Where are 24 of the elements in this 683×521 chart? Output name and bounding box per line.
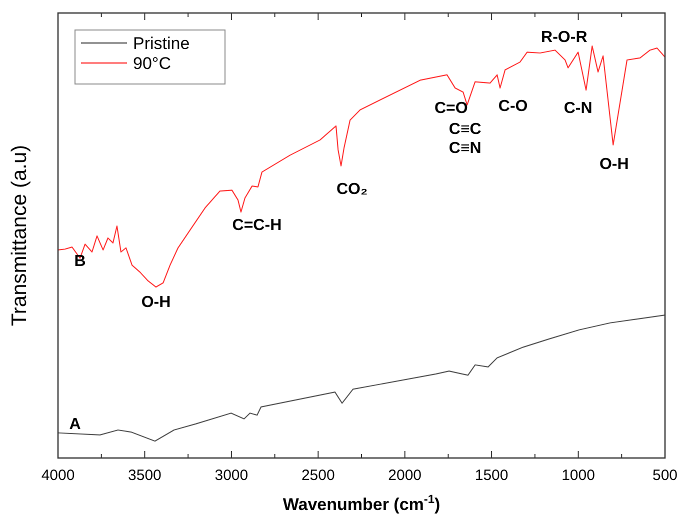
annotation: A (69, 416, 82, 433)
x-tick-label: 2000 (388, 467, 422, 484)
annotation: C≡N (448, 140, 482, 157)
annotation: B (74, 252, 86, 270)
annotation: C≡C (448, 120, 482, 138)
x-tick-label: 3000 (214, 467, 248, 484)
annotation: O-H (141, 294, 171, 312)
annotation: C-O (498, 98, 528, 116)
annotation: CO₂ (336, 180, 368, 198)
y-axis-title: Transmittance (a.u) (8, 144, 31, 326)
x-tick-label: 1000 (562, 467, 595, 484)
x-axis-title: Wavenumber (cm$^{-1}$) (282, 492, 440, 514)
x-tick-label: 1500 (474, 467, 508, 484)
x-tick-label: 2500 (301, 467, 335, 484)
x-tick-label: 500 (652, 467, 678, 484)
annotation: C-N (564, 100, 592, 118)
x-tick-label: 3500 (128, 467, 162, 484)
legend-label: Pristine (133, 34, 190, 53)
x-tick-label: 4000 (41, 467, 75, 484)
annotation: R-O-R (541, 29, 588, 46)
annotation: O-H (599, 156, 629, 173)
annotation: C=C-H (232, 217, 282, 234)
legend-label: 90°C (133, 54, 171, 73)
annotation: C=O (434, 100, 468, 118)
